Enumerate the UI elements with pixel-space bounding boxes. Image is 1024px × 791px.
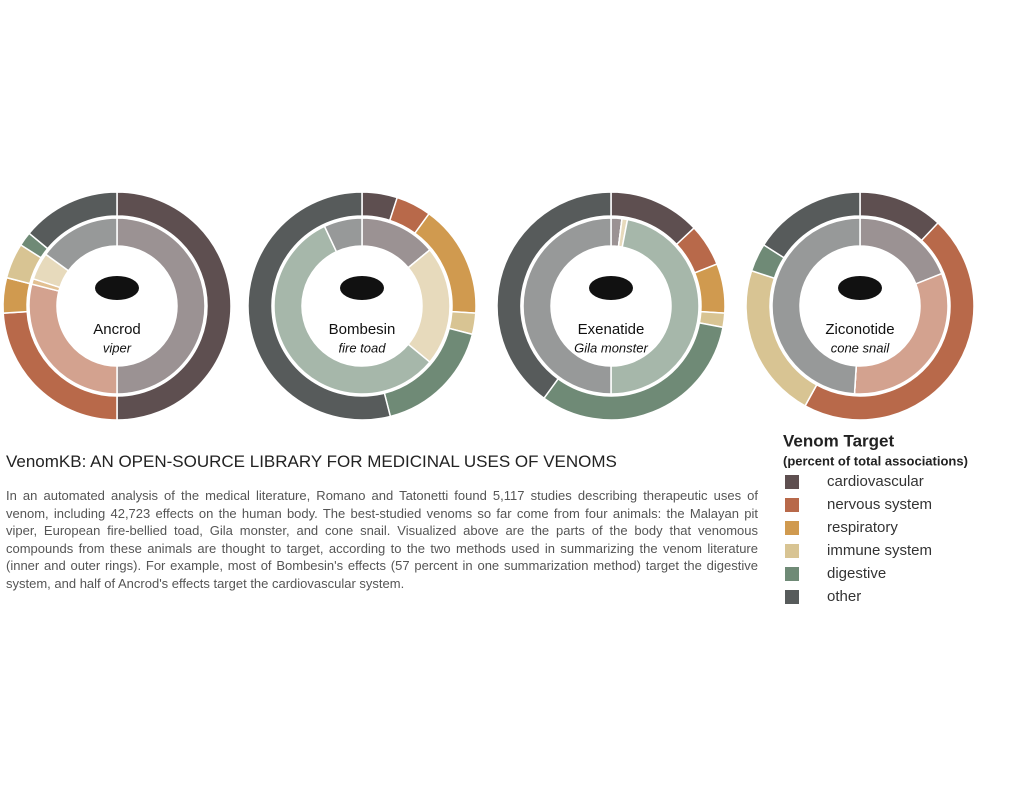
animal-icon <box>838 276 882 300</box>
outer-ring-segment <box>762 191 861 259</box>
center-disc <box>58 247 176 365</box>
donut-subtitle: cone snail <box>831 340 891 355</box>
center-disc <box>552 247 670 365</box>
legend-swatch <box>785 521 799 535</box>
animal-icon <box>589 276 633 300</box>
inner-ring-segment <box>273 225 431 395</box>
animal-icon <box>95 276 139 300</box>
donut-subtitle: fire toad <box>339 340 387 355</box>
inner-ring-segment <box>771 217 861 395</box>
legend-label: digestive <box>827 565 886 582</box>
inner-ring-segment <box>116 217 206 395</box>
outer-ring-segment <box>496 191 612 400</box>
inner-ring-segment <box>522 217 612 395</box>
animal-icon <box>340 276 384 300</box>
donut-subtitle: Gila monster <box>574 340 648 355</box>
donut-title: Exenatide <box>578 321 645 338</box>
center-disc <box>801 247 919 365</box>
legend-subtitle: (percent of total associations) <box>783 453 968 468</box>
legend-swatch <box>785 498 799 512</box>
outer-ring-segment <box>116 191 232 421</box>
legend-title: Venom Target <box>783 431 894 450</box>
legend-swatch <box>785 475 799 489</box>
legend-swatch <box>785 567 799 581</box>
donut-title: Bombesin <box>329 321 396 338</box>
inner-ring-segment <box>44 217 118 272</box>
legend-label: immune system <box>827 542 932 559</box>
outer-ring-segment <box>28 191 118 250</box>
outer-ring-segment <box>804 221 975 421</box>
legend-label: nervous system <box>827 496 932 513</box>
inner-ring-segment <box>323 217 363 253</box>
donut-title: Ziconotide <box>825 321 894 338</box>
legend-label: other <box>827 588 861 605</box>
legend-swatch <box>785 544 799 558</box>
legend-label: cardiovascular <box>827 473 924 490</box>
outer-ring-segment <box>247 191 392 421</box>
donut-title: Ancrod <box>93 321 141 338</box>
donut-subtitle: viper <box>103 340 132 355</box>
legend-label: respiratory <box>827 519 898 536</box>
center-disc <box>303 247 421 365</box>
article-body: In an automated analysis of the medical … <box>6 488 758 591</box>
legend-swatch <box>785 590 799 604</box>
article-title: VenomKB: AN OPEN-SOURCE LIBRARY FOR MEDI… <box>6 452 617 471</box>
inner-ring-segment <box>610 218 700 395</box>
